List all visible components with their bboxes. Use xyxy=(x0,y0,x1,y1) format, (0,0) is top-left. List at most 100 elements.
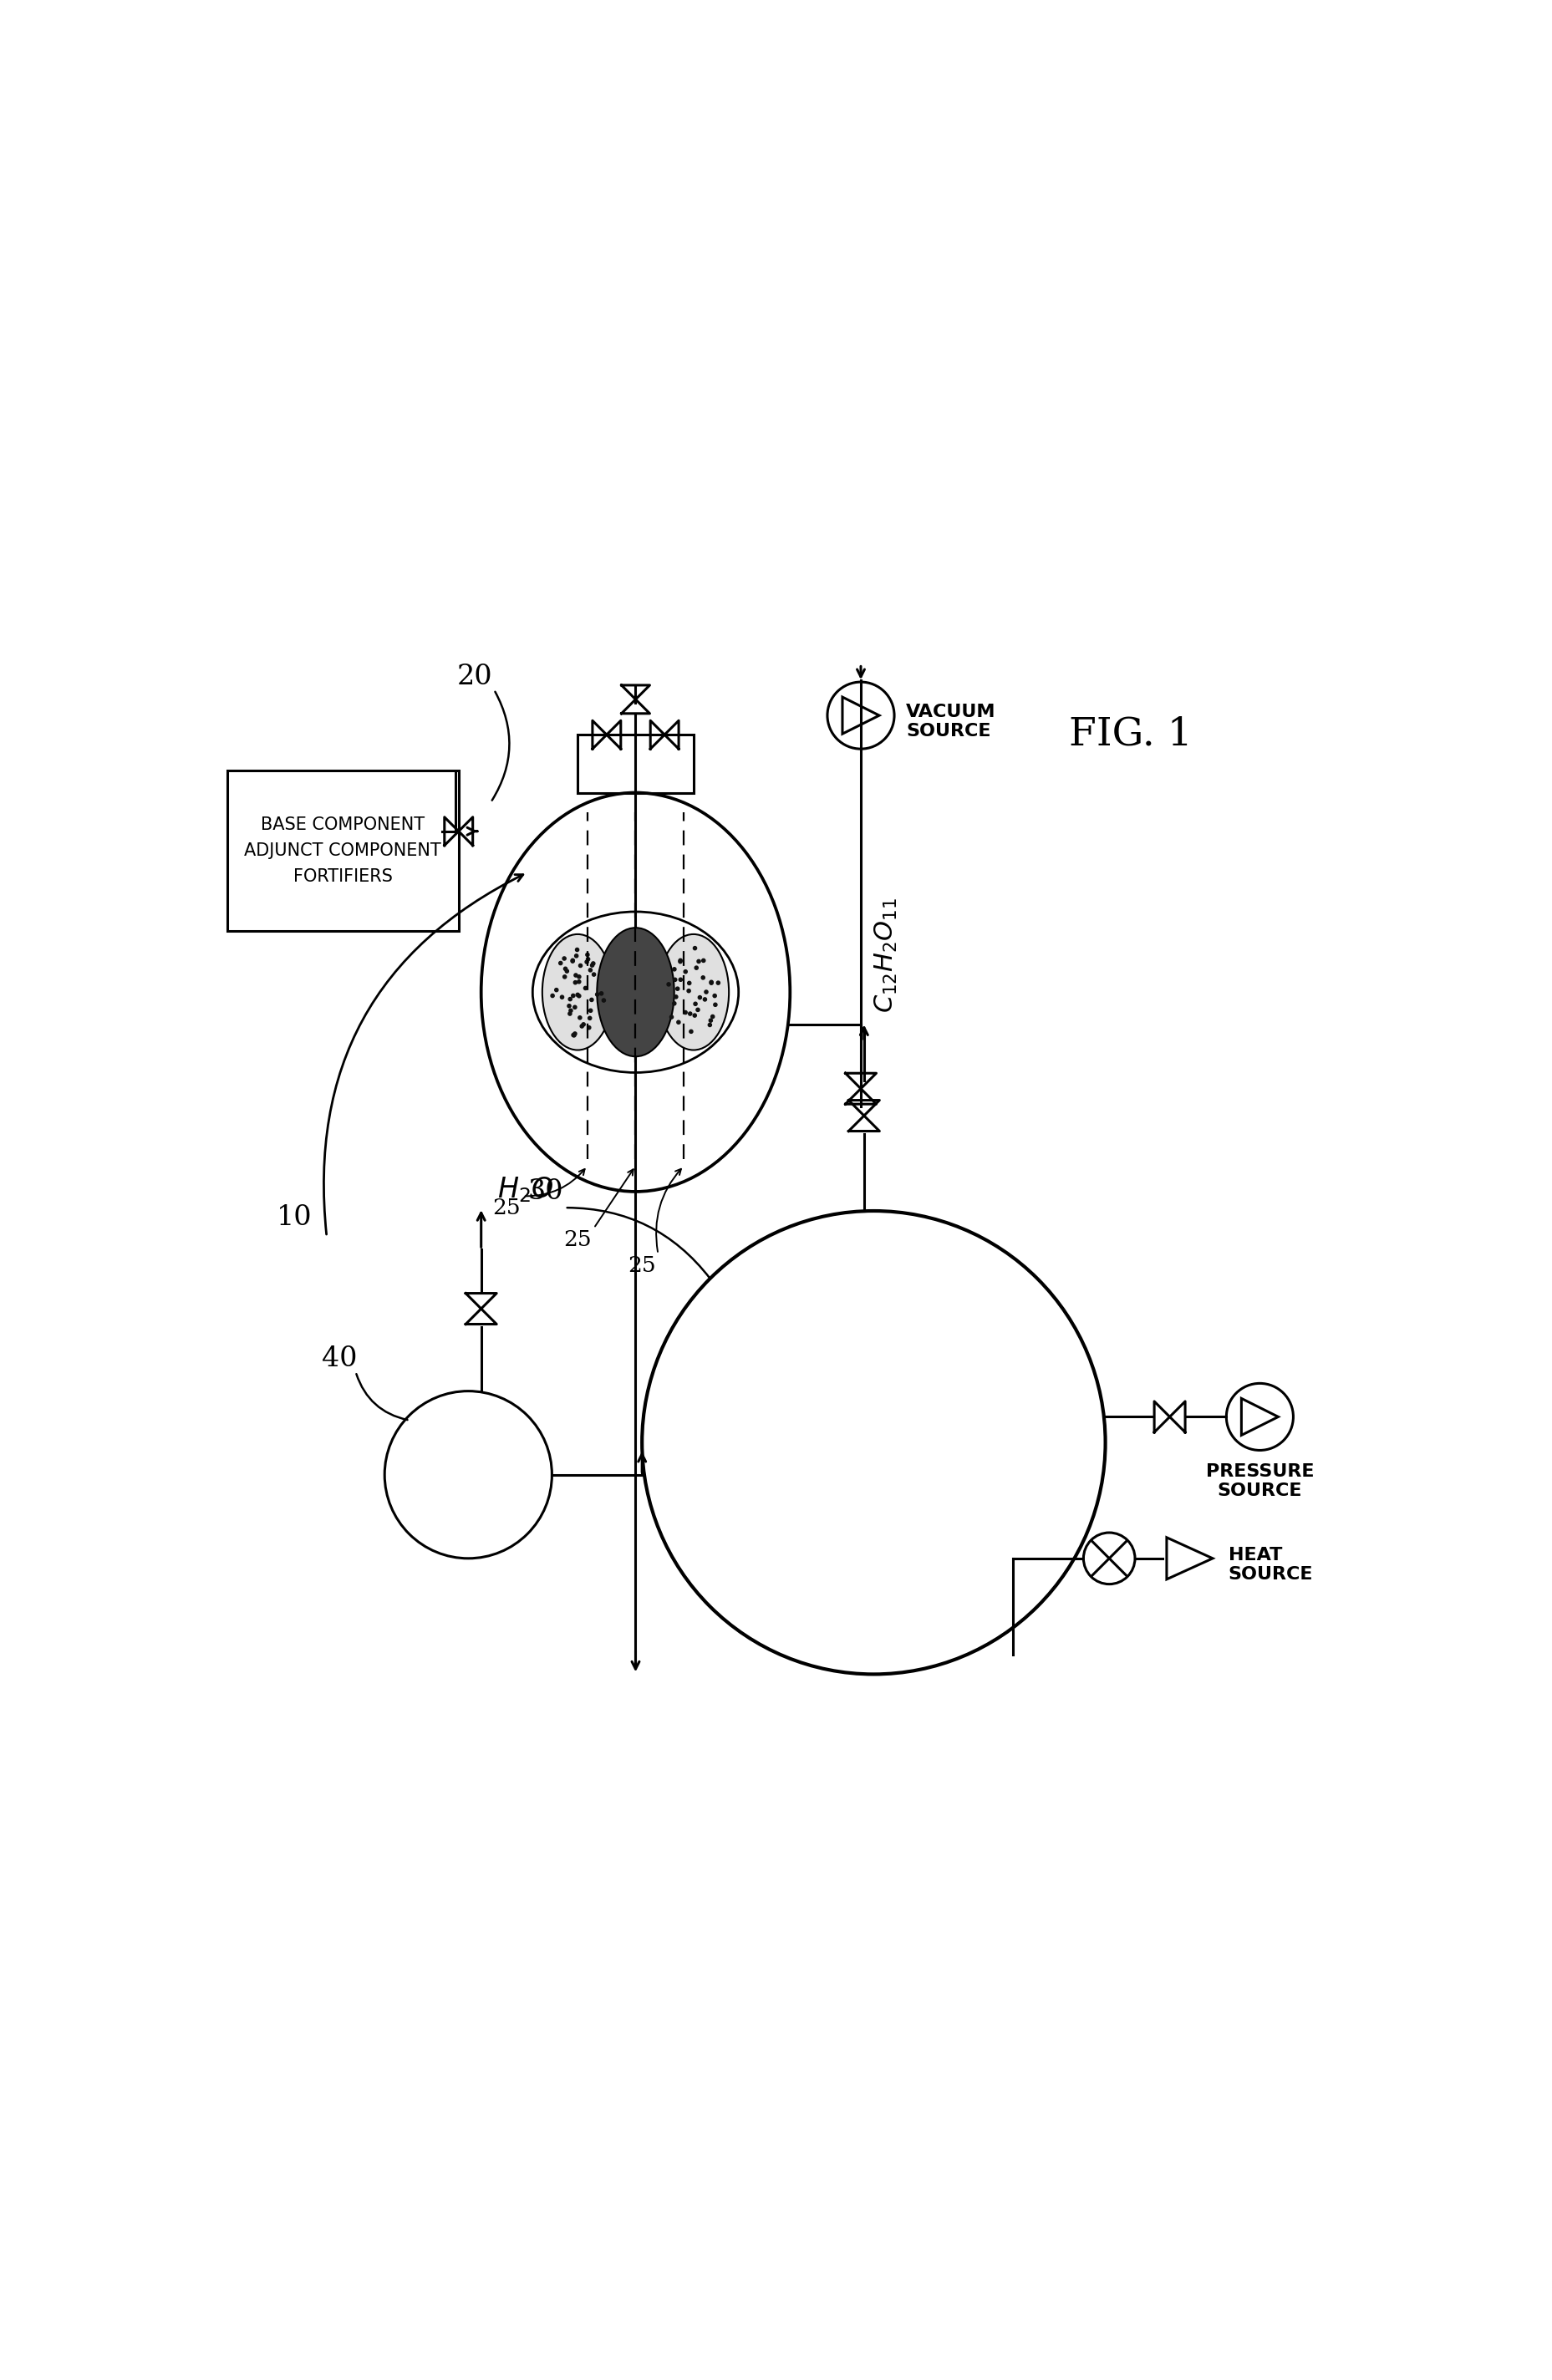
Circle shape xyxy=(692,947,697,950)
Circle shape xyxy=(568,1011,571,1016)
Circle shape xyxy=(582,1023,585,1026)
Text: 25: 25 xyxy=(563,1230,591,1250)
Circle shape xyxy=(683,1011,688,1014)
Circle shape xyxy=(585,959,588,964)
Circle shape xyxy=(674,978,677,981)
Circle shape xyxy=(563,966,566,971)
FancyArrowPatch shape xyxy=(656,1169,681,1252)
Circle shape xyxy=(590,964,593,966)
Circle shape xyxy=(602,1000,605,1002)
Circle shape xyxy=(588,969,591,971)
Circle shape xyxy=(697,959,700,964)
Text: 30: 30 xyxy=(528,1178,563,1204)
Circle shape xyxy=(580,1023,584,1028)
Circle shape xyxy=(594,992,599,997)
FancyArrowPatch shape xyxy=(525,1169,585,1197)
Circle shape xyxy=(703,997,706,1002)
Circle shape xyxy=(565,969,568,973)
Circle shape xyxy=(585,952,588,957)
Circle shape xyxy=(576,947,579,952)
Text: $C_{12}H_2O_{11}$: $C_{12}H_2O_{11}$ xyxy=(874,897,899,1014)
FancyArrowPatch shape xyxy=(566,1207,709,1278)
Text: $H_2O$: $H_2O$ xyxy=(497,1176,554,1204)
Circle shape xyxy=(672,1002,675,1004)
Circle shape xyxy=(591,973,596,976)
FancyArrowPatch shape xyxy=(492,693,509,800)
Circle shape xyxy=(678,959,681,964)
Circle shape xyxy=(574,973,577,976)
Text: FIG. 1: FIG. 1 xyxy=(1069,716,1192,754)
Bar xyxy=(577,735,694,793)
Circle shape xyxy=(571,959,574,962)
Circle shape xyxy=(551,995,554,997)
Circle shape xyxy=(695,1009,700,1011)
Ellipse shape xyxy=(658,935,728,1050)
Circle shape xyxy=(709,981,712,983)
Text: 25: 25 xyxy=(492,1197,520,1219)
Circle shape xyxy=(702,976,705,981)
Text: 25: 25 xyxy=(627,1254,656,1276)
Circle shape xyxy=(587,1026,590,1028)
Text: HEAT
SOURCE: HEAT SOURCE xyxy=(1228,1547,1313,1583)
Circle shape xyxy=(577,981,580,983)
Circle shape xyxy=(590,997,593,1002)
Circle shape xyxy=(571,959,574,964)
Circle shape xyxy=(573,1033,576,1035)
Circle shape xyxy=(678,959,681,962)
Circle shape xyxy=(715,981,720,985)
FancyArrowPatch shape xyxy=(594,1169,633,1226)
Circle shape xyxy=(587,957,590,962)
Circle shape xyxy=(568,1009,573,1011)
Circle shape xyxy=(577,995,580,997)
Circle shape xyxy=(577,1016,582,1019)
Ellipse shape xyxy=(542,935,613,1050)
Circle shape xyxy=(577,976,580,978)
Circle shape xyxy=(576,992,579,997)
Circle shape xyxy=(591,962,594,966)
Circle shape xyxy=(675,988,678,990)
Circle shape xyxy=(709,1019,712,1023)
Circle shape xyxy=(689,1031,692,1033)
Circle shape xyxy=(571,995,574,997)
Text: 20: 20 xyxy=(456,664,492,690)
Circle shape xyxy=(588,1009,591,1011)
Circle shape xyxy=(566,1004,571,1007)
Circle shape xyxy=(554,988,557,992)
Circle shape xyxy=(688,1011,692,1016)
Circle shape xyxy=(694,1002,697,1007)
Circle shape xyxy=(702,959,705,962)
Circle shape xyxy=(712,995,715,997)
Circle shape xyxy=(559,962,562,964)
Circle shape xyxy=(672,969,675,971)
Circle shape xyxy=(666,983,670,985)
Circle shape xyxy=(669,1016,674,1019)
Text: VACUUM
SOURCE: VACUUM SOURCE xyxy=(905,704,995,740)
Circle shape xyxy=(560,995,563,1000)
Circle shape xyxy=(686,990,691,992)
FancyArrowPatch shape xyxy=(355,1373,407,1421)
Circle shape xyxy=(688,981,691,985)
Circle shape xyxy=(574,954,577,957)
Circle shape xyxy=(714,1002,717,1007)
Circle shape xyxy=(573,981,577,985)
Circle shape xyxy=(694,966,698,969)
Circle shape xyxy=(568,997,571,1002)
Text: BASE COMPONENT
ADJUNCT COMPONENT
FORTIFIERS: BASE COMPONENT ADJUNCT COMPONENT FORTIFI… xyxy=(244,816,441,885)
Circle shape xyxy=(698,995,702,1000)
Circle shape xyxy=(584,985,587,990)
Circle shape xyxy=(705,990,708,995)
Text: 10: 10 xyxy=(276,1204,312,1230)
Text: PRESSURE
SOURCE: PRESSURE SOURCE xyxy=(1204,1464,1313,1499)
Circle shape xyxy=(573,1033,576,1038)
Circle shape xyxy=(692,1014,697,1016)
Circle shape xyxy=(678,978,681,981)
Ellipse shape xyxy=(596,928,674,1057)
Circle shape xyxy=(588,1016,591,1021)
Circle shape xyxy=(709,981,712,985)
Circle shape xyxy=(562,957,565,959)
Circle shape xyxy=(579,964,582,966)
Circle shape xyxy=(677,1021,680,1023)
Circle shape xyxy=(674,995,677,1000)
Circle shape xyxy=(711,1014,714,1019)
Circle shape xyxy=(563,976,566,978)
